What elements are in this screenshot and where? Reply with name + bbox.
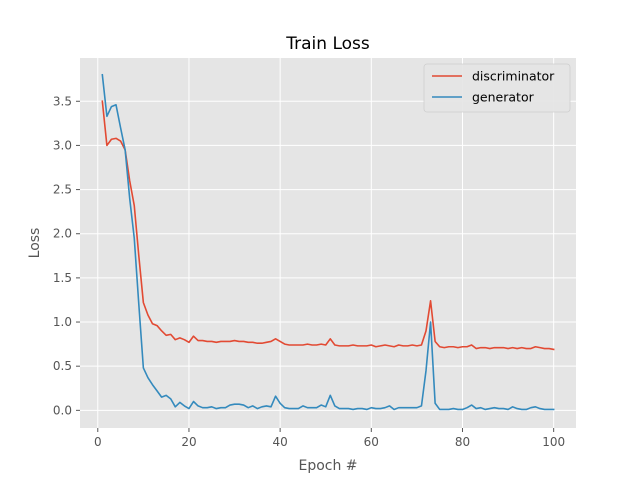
y-tick-label: 0.0	[53, 403, 72, 417]
y-tick-label: 1.0	[53, 315, 72, 329]
x-tick-label: 40	[272, 435, 287, 449]
legend: discriminator generator	[423, 63, 571, 113]
series-line-discriminator	[101, 100, 555, 351]
y-tick-label: 2.0	[53, 227, 72, 241]
y-tick-label: 0.5	[53, 359, 72, 373]
x-axis-label: Epoch #	[298, 458, 357, 474]
y-tick-label: 3.5	[53, 94, 72, 108]
y-tick-label: 1.5	[53, 271, 72, 285]
legend-label-generator: generator	[472, 90, 535, 105]
x-tick-label: 100	[542, 435, 565, 449]
chart-title: Train Loss	[285, 34, 370, 54]
series-line-generator	[101, 73, 555, 411]
y-axis-label: Loss	[27, 228, 43, 259]
series-lines	[101, 73, 555, 411]
y-axis: 0.0 0.5 1.0 1.5 2.0 2.5 3.0 3.5	[53, 94, 80, 417]
gridlines	[80, 58, 576, 428]
x-axis: 0 20 40 60 80 100	[94, 428, 565, 449]
y-tick-label: 2.5	[53, 183, 72, 197]
x-tick-label: 0	[94, 435, 102, 449]
y-tick-label: 3.0	[53, 138, 72, 152]
x-tick-label: 20	[181, 435, 196, 449]
x-tick-label: 80	[455, 435, 470, 449]
legend-label-discriminator: discriminator	[472, 69, 555, 84]
x-tick-label: 60	[364, 435, 379, 449]
plot-area	[80, 58, 576, 428]
